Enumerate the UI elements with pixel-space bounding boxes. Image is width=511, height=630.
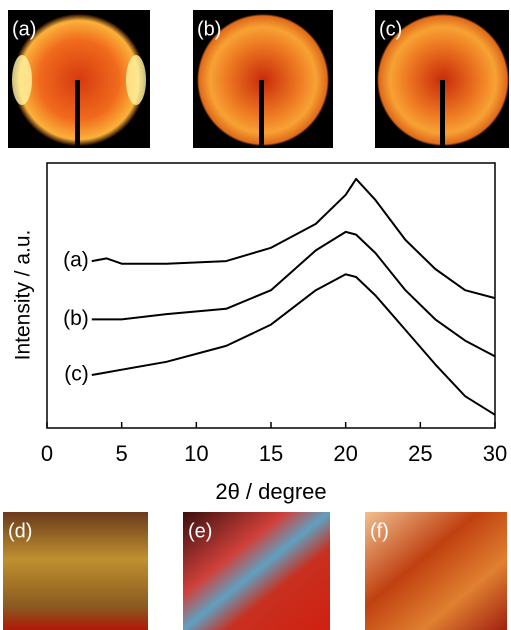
x-tick-label: 15 xyxy=(259,441,283,466)
x-tick-label: 5 xyxy=(116,441,128,466)
bottom-images: (d) (e) (f) xyxy=(3,512,507,630)
beamstop xyxy=(259,80,264,148)
image-label: (c) xyxy=(379,18,402,40)
x-tick-label: 30 xyxy=(483,441,507,466)
image-label: (e) xyxy=(188,520,212,542)
series-line xyxy=(92,232,495,357)
figure: (a) (b) (c) 2θ / degree Intensity / a.u.… xyxy=(0,0,511,630)
image-label: (f) xyxy=(370,520,389,542)
page: (a) (b) (c) 2θ / degree Intensity / a.u.… xyxy=(0,0,511,630)
x-tick-label: 25 xyxy=(408,441,432,466)
x-axis-label: 2θ / degree xyxy=(215,479,326,504)
series-line xyxy=(92,179,495,298)
series-line xyxy=(92,274,495,415)
series-label: (b) xyxy=(63,307,89,330)
image-label: (d) xyxy=(8,520,32,542)
x-tick-label: 0 xyxy=(41,441,53,466)
y-axis-label: Intensity / a.u. xyxy=(12,230,35,361)
top-images: (a) (b) (c) xyxy=(8,10,509,148)
highlight xyxy=(126,55,146,105)
beamstop xyxy=(75,80,80,148)
x-tick-label: 20 xyxy=(333,441,357,466)
x-tick-label: 10 xyxy=(184,441,208,466)
image-label: (b) xyxy=(197,18,221,40)
image-label: (a) xyxy=(12,18,36,40)
series-label: (c) xyxy=(64,363,89,386)
beamstop xyxy=(440,80,445,148)
series-label: (a) xyxy=(63,249,89,272)
chart: 2θ / degree Intensity / a.u. 0 5 10 15 20 25 3… xyxy=(12,163,508,504)
plot-frame xyxy=(47,163,495,428)
highlight xyxy=(12,55,32,105)
